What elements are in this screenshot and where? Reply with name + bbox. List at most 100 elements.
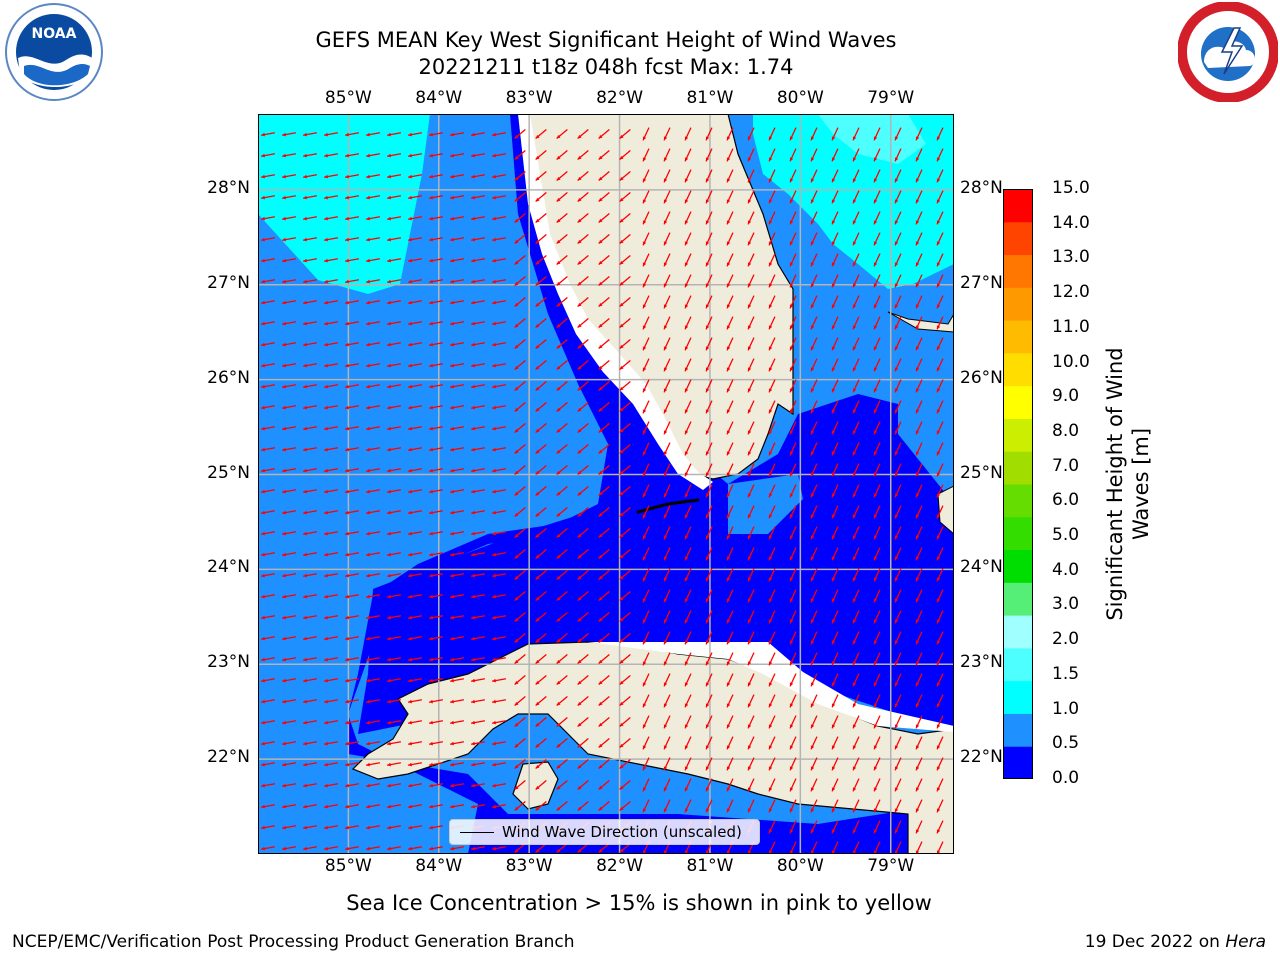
wave-direction-arrowhead xyxy=(810,682,815,687)
wave-direction-arrowhead xyxy=(408,153,412,158)
wave-direction-arrowhead xyxy=(408,804,412,809)
wave-direction-arrowhead xyxy=(408,216,412,221)
lat-tick-label: 23°N xyxy=(960,652,1003,673)
wave-direction-arrowhead xyxy=(768,241,773,246)
wave-direction-arrowhead xyxy=(324,216,328,221)
wave-direction-arrowhead xyxy=(556,134,561,139)
wave-direction-arrowhead xyxy=(789,472,794,477)
wave-direction-arrowhead xyxy=(789,262,794,267)
wave-direction-arrowhead xyxy=(282,510,286,515)
wave-direction-arrowhead xyxy=(873,598,878,603)
wave-direction-arrowhead xyxy=(345,615,349,620)
wave-direction-arrowhead xyxy=(492,216,496,221)
wave-direction-arrowhead xyxy=(387,300,391,305)
wave-direction-arrowhead xyxy=(747,262,752,267)
wave-direction-arrowhead xyxy=(514,428,519,433)
wave-direction-arrowhead xyxy=(705,262,710,267)
wave-direction-arrowhead xyxy=(556,617,561,622)
wave-direction-arrowhead xyxy=(556,638,561,643)
wave-direction-arrowhead xyxy=(873,745,878,750)
colorbar-segment xyxy=(1003,221,1033,256)
wave-direction-arrowhead xyxy=(366,762,370,767)
wave-direction-arrowhead xyxy=(852,178,857,183)
wave-direction-arrowhead xyxy=(642,283,647,288)
wave-direction-arrowhead xyxy=(514,806,519,811)
wave-direction-arrowhead xyxy=(535,281,540,286)
wave-direction-arrowhead xyxy=(726,787,731,792)
wave-direction-arrowhead xyxy=(450,342,454,347)
wave-direction-arrowhead xyxy=(598,533,603,538)
wave-direction-arrowhead xyxy=(577,428,582,433)
wave-direction-arrowhead xyxy=(261,132,265,137)
wave-direction-arrowhead xyxy=(514,470,519,475)
wave-direction-arrowhead xyxy=(429,825,433,830)
wave-direction-arrowhead xyxy=(831,367,836,372)
wave-direction-arrowhead xyxy=(471,321,475,326)
wave-direction-arrowhead xyxy=(556,176,561,181)
wave-direction-arrowhead xyxy=(429,216,433,221)
wave-direction-arrowhead xyxy=(492,615,496,620)
wave-direction-arrowhead xyxy=(366,426,370,431)
wave-direction-arrowhead xyxy=(663,577,668,582)
wave-direction-arrowhead xyxy=(684,619,689,624)
wave-direction-arrowhead xyxy=(261,636,265,641)
wave-direction-arrowhead xyxy=(873,787,878,792)
wave-direction-arrowhead xyxy=(936,283,941,288)
wave-direction-arrowhead xyxy=(387,153,391,158)
wave-direction-arrowhead xyxy=(387,804,391,809)
wave-direction-arrowhead xyxy=(408,720,412,725)
wave-direction-arrowhead xyxy=(282,699,286,704)
wave-direction-arrowhead xyxy=(789,682,794,687)
wave-direction-arrowhead xyxy=(429,846,433,851)
wave-direction-arrowhead xyxy=(642,241,647,246)
wave-direction-arrowhead xyxy=(705,598,710,603)
wave-direction-arrowhead xyxy=(852,661,857,666)
wave-direction-arrowhead xyxy=(535,554,540,559)
wave-direction-arrowhead xyxy=(471,489,475,494)
colorbar-segment xyxy=(1003,746,1033,779)
wave-direction-arrowhead xyxy=(894,661,899,666)
wave-direction-arrowhead xyxy=(598,785,603,790)
colorbar-segment xyxy=(1003,451,1033,485)
wave-direction-arrowhead xyxy=(619,659,624,664)
wave-direction-arrowhead xyxy=(514,785,519,790)
wave-direction-arrowhead xyxy=(894,262,899,267)
wave-direction-arrowhead xyxy=(684,682,689,687)
wave-direction-arrowhead xyxy=(726,640,731,645)
wave-direction-arrowhead xyxy=(303,636,307,641)
wave-direction-arrowhead xyxy=(619,806,624,811)
wave-direction-arrowhead xyxy=(366,468,370,473)
wave-direction-arrowhead xyxy=(429,720,433,725)
wave-direction-arrowhead xyxy=(492,384,496,389)
colorbar-segment xyxy=(1003,516,1033,551)
wave-direction-arrowhead xyxy=(492,699,496,704)
isla-de-la-juventud-land xyxy=(512,761,559,810)
wave-direction-arrowhead xyxy=(303,132,307,137)
wave-direction-arrowhead xyxy=(471,531,475,536)
wave-direction-arrowhead xyxy=(936,619,941,624)
wave-direction-arrowhead xyxy=(345,720,349,725)
wave-direction-arrowhead xyxy=(282,846,286,851)
wave-direction-arrowhead xyxy=(324,447,328,452)
wave-direction-arrowhead xyxy=(261,195,265,200)
wave-direction-arrowhead xyxy=(514,491,519,496)
wave-direction-arrowhead xyxy=(642,682,647,687)
wave-direction-arrowhead xyxy=(726,367,731,372)
wave-direction-arrowhead xyxy=(556,449,561,454)
wave-direction-arrowhead xyxy=(684,325,689,330)
wave-direction-arrowhead xyxy=(408,279,412,284)
wave-direction-arrowhead xyxy=(642,661,647,666)
wave-direction-arrowhead xyxy=(366,174,370,179)
wave-direction-arrowhead xyxy=(556,365,561,370)
wave-direction-arrowhead xyxy=(598,428,603,433)
wave-direction-arrowhead xyxy=(747,535,752,540)
wave-direction-arrowhead xyxy=(768,409,773,414)
wave-direction-arrowhead xyxy=(894,367,899,372)
wave-direction-arrowhead xyxy=(705,346,710,351)
wave-direction-arrowhead xyxy=(535,764,540,769)
wave-direction-arrowhead xyxy=(894,346,899,351)
wave-direction-arrowhead xyxy=(726,661,731,666)
wave-direction-arrowhead xyxy=(852,409,857,414)
wave-direction-arrowhead xyxy=(261,237,265,242)
wave-direction-arrowhead xyxy=(642,808,647,813)
